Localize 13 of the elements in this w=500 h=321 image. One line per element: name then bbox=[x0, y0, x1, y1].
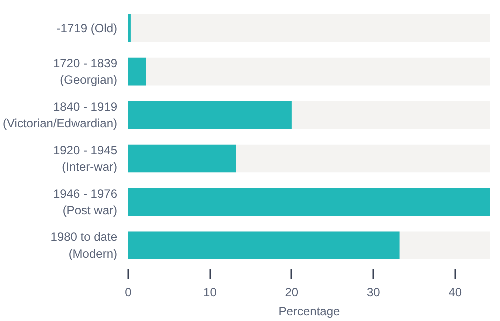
x-tick-label: 0 bbox=[125, 286, 132, 300]
x-tick-label: 20 bbox=[285, 286, 299, 300]
x-tick-label: 40 bbox=[448, 286, 462, 300]
y-tick-label: 1840 - 1919 (Victorian/Edwardian) bbox=[3, 100, 118, 131]
y-tick-label: 1920 - 1945 (Inter-war) bbox=[53, 143, 118, 174]
x-tick-label: 30 bbox=[366, 286, 381, 300]
y-tick-label: 1946 - 1976 (Post war) bbox=[53, 186, 118, 218]
bar bbox=[128, 58, 146, 86]
y-tick-label: 1720 - 1839 (Georgian) bbox=[53, 56, 118, 88]
y-tick-label: -1719 (Old) bbox=[56, 21, 118, 36]
x-tick-label: 10 bbox=[204, 286, 218, 300]
x-axis-title: Percentage bbox=[278, 304, 341, 318]
y-tick-label: 1980 to date (Modern) bbox=[50, 230, 118, 262]
